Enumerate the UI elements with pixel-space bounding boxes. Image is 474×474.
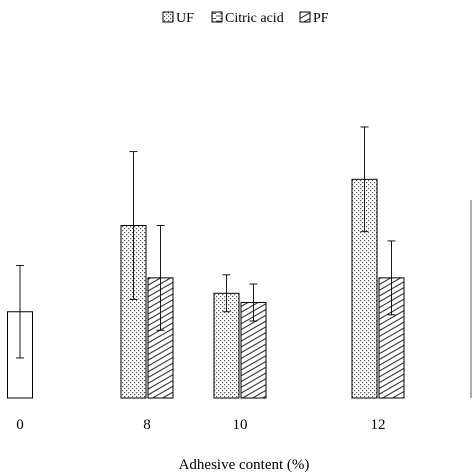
x-tick-label-8: 8	[143, 417, 151, 433]
legend-entry-uf: UF	[162, 11, 194, 26]
legend-swatch-pf	[299, 11, 311, 23]
error-bar-pf-12	[387, 240, 396, 316]
legend: UF Citric acid PF	[162, 11, 329, 26]
error-bar-uf-10	[222, 274, 231, 313]
error-bar-pf-10	[249, 283, 258, 322]
legend-swatch-citric-acid	[211, 11, 223, 23]
error-bar-pf-8	[156, 225, 165, 331]
x-axis-title: Adhesive content (%)	[179, 457, 310, 473]
legend-label-citric-acid: Citric acid	[225, 11, 284, 26]
error-bar-uf-8	[129, 151, 138, 300]
x-tick-label-10: 10	[233, 417, 248, 433]
legend-label-pf: PF	[313, 11, 329, 26]
legend-label-uf: UF	[176, 11, 194, 26]
legend-entry-citric-acid: Citric acid	[211, 11, 284, 26]
plot-area	[7, 126, 405, 399]
x-tick-label-12: 12	[371, 417, 386, 433]
error-bar-uf-12	[360, 126, 369, 233]
x-tick-labels: 0 8 10 12	[16, 417, 385, 433]
legend-swatch-uf	[162, 11, 174, 23]
error-bar-baseline-0	[16, 265, 24, 359]
legend-entry-pf: PF	[299, 11, 329, 26]
x-tick-label-0: 0	[16, 417, 24, 433]
